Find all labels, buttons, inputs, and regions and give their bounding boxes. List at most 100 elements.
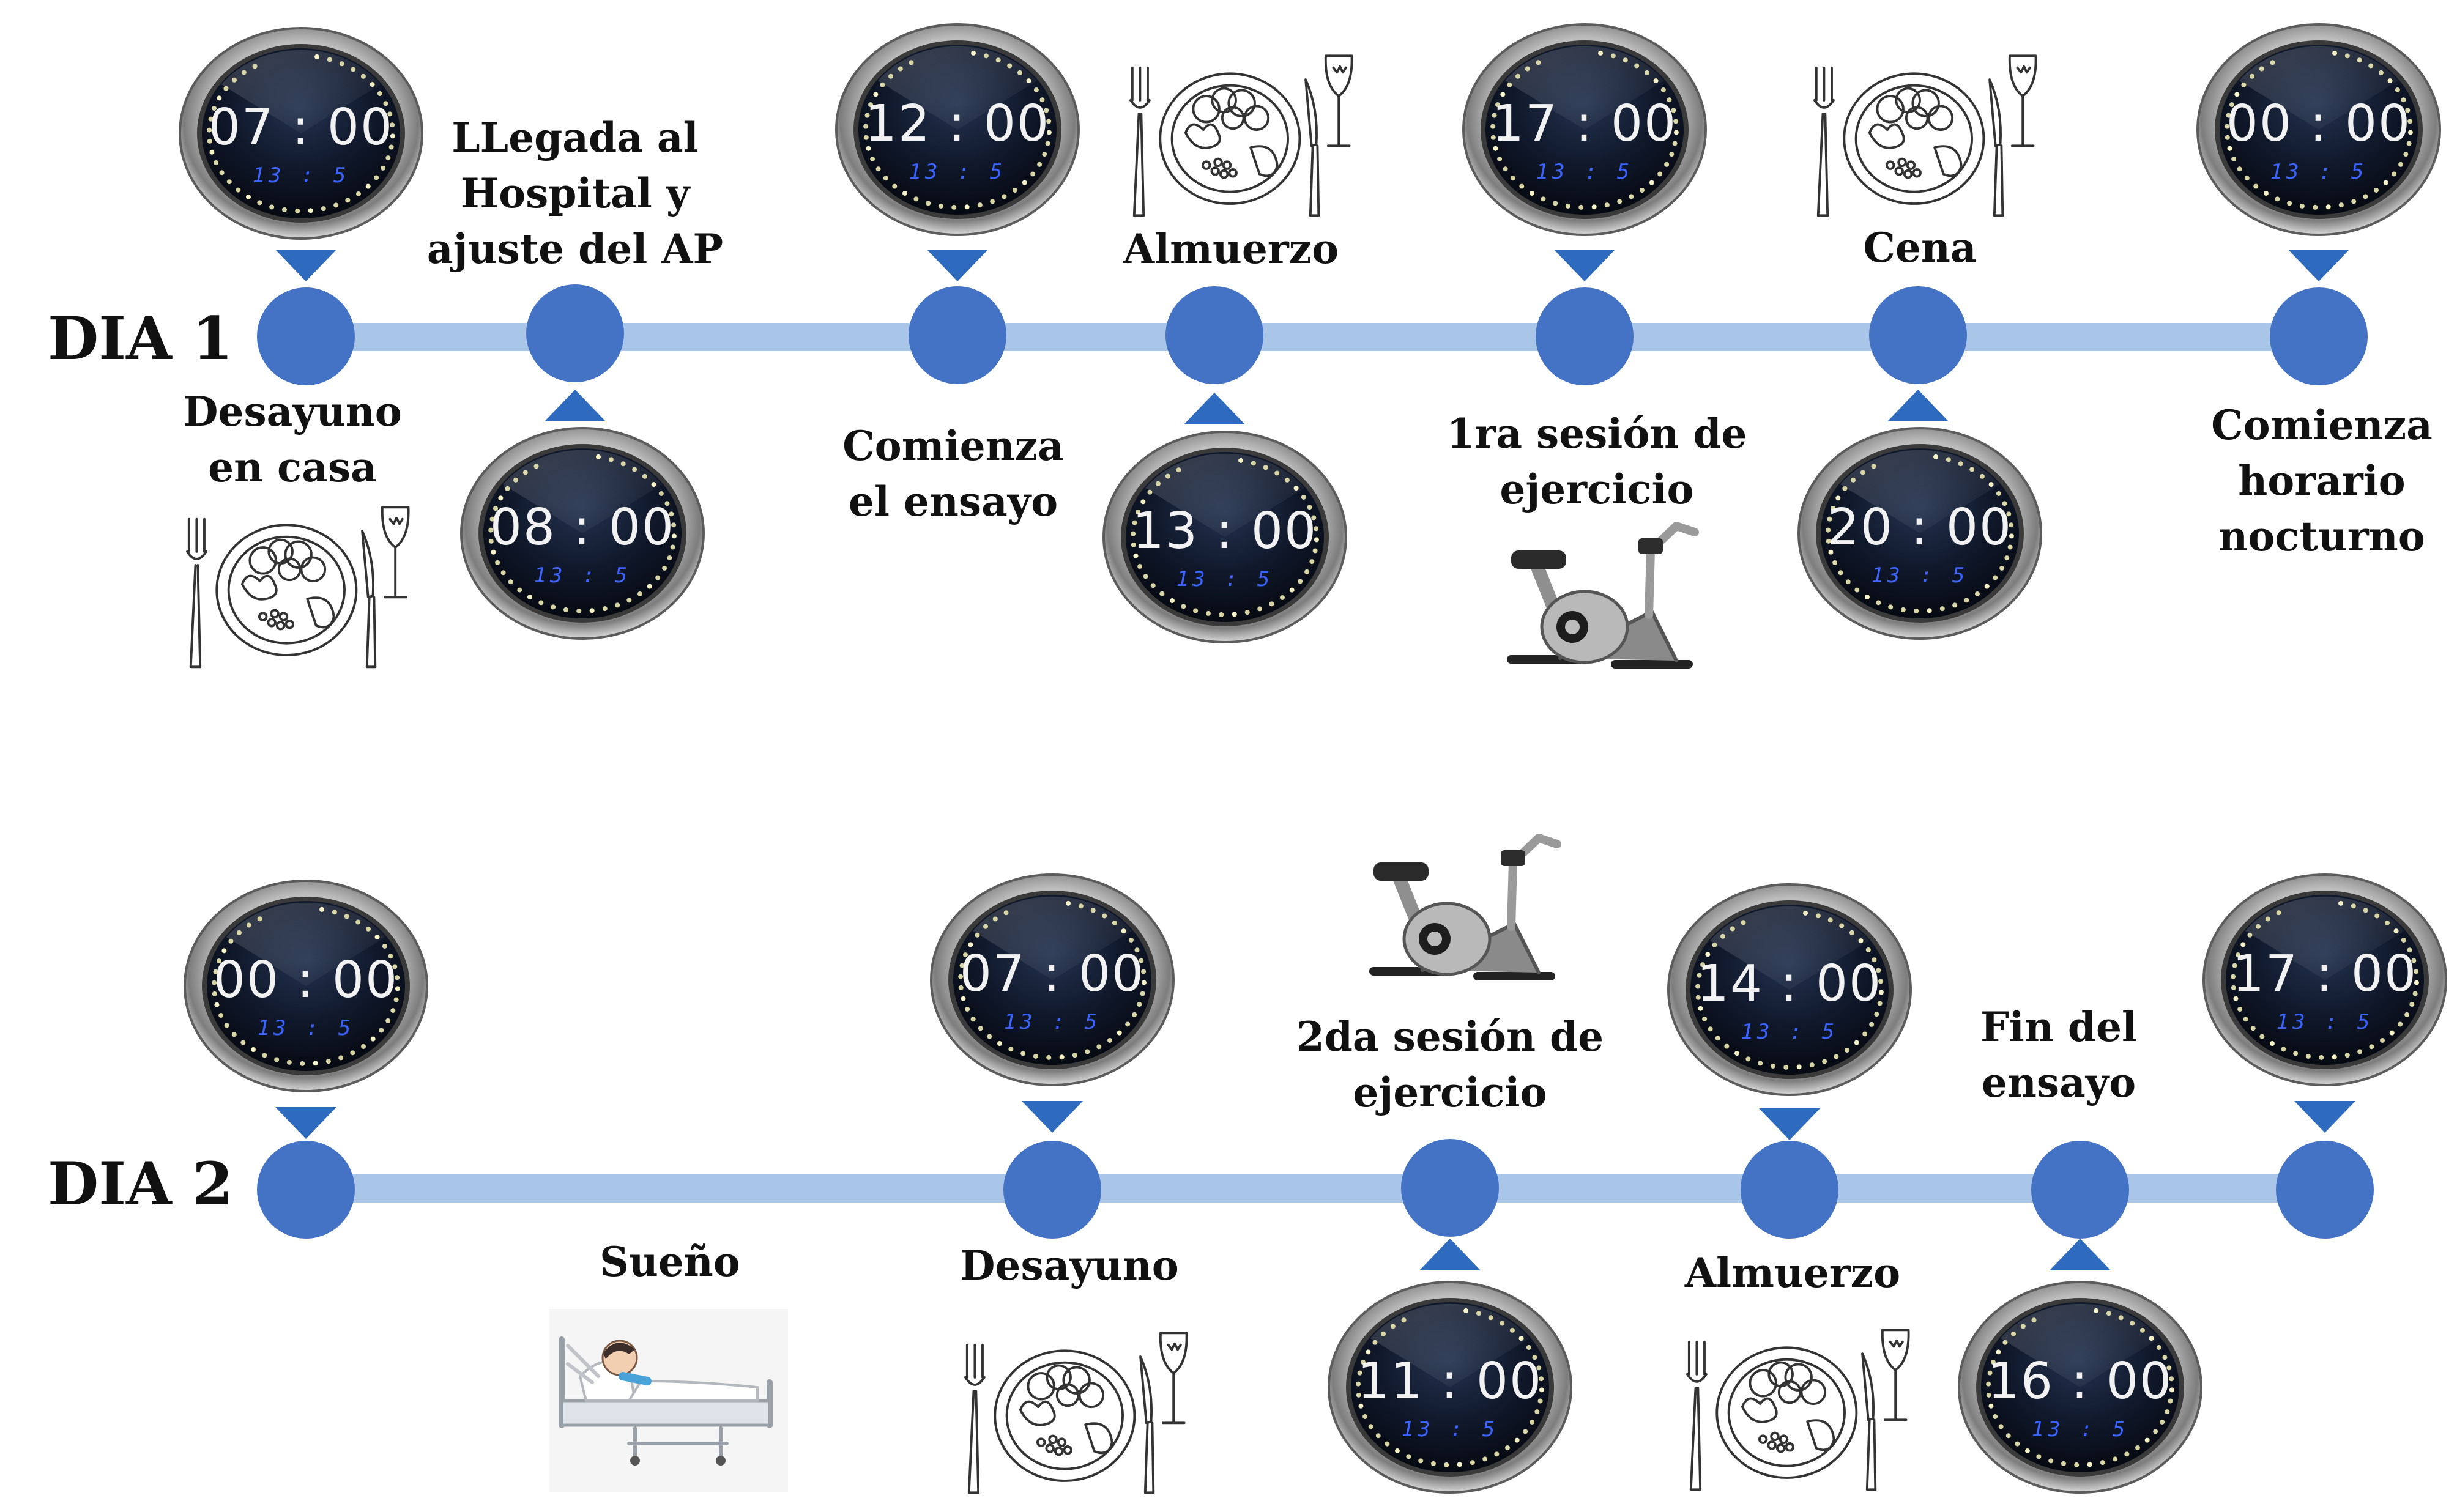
day-1-clock-1700: 17 : 00 13 : 5 <box>1462 23 1707 237</box>
day-2-clock-1400: 14 : 00 13 : 5 <box>1667 883 1912 1097</box>
arrow-up-icon <box>2050 1239 2111 1270</box>
clock-seconds: 13 : 5 <box>1176 567 1274 591</box>
arrow-up-icon <box>545 390 606 421</box>
arrow-down-icon <box>2288 250 2349 281</box>
clock-time: 20 : 00 <box>1827 498 2013 557</box>
arrow-down-icon <box>1554 250 1615 281</box>
caption-line: 2da sesión de <box>1296 1013 1604 1061</box>
caption-line: 1ra sesión de <box>1446 410 1747 458</box>
day-1-node-0700 <box>257 287 355 385</box>
day-1-timeline-bar <box>306 323 2365 351</box>
arrow-down-icon <box>1022 1101 1083 1133</box>
exercise-bike-day1 <box>1493 514 1701 673</box>
hospital-bed-sleep <box>549 1309 788 1492</box>
clock-time: 07 : 00 <box>208 98 394 157</box>
caption-line: Cena <box>1863 224 1977 272</box>
caption-llegada-hospital: LLegada al Hospital y ajuste del AP <box>427 110 723 277</box>
meal-desayuno-day2 <box>942 1321 1199 1499</box>
clock-time: 17 : 00 <box>1492 95 1678 153</box>
clock-icon <box>2196 23 2441 236</box>
day-2-node-1600 <box>2031 1141 2129 1239</box>
caption-line: ajuste del AP <box>426 225 724 273</box>
caption-line: Almuerzo <box>1123 225 1339 273</box>
day-2-clock-1600: 16 : 00 13 : 5 <box>1958 1280 2202 1494</box>
clock-icon <box>1958 1281 2202 1494</box>
caption-line: LLegada al <box>452 114 699 161</box>
clock-time: 07 : 00 <box>959 945 1145 1003</box>
caption-line: el ensayo <box>848 478 1058 526</box>
arrow-down-icon <box>275 1107 336 1139</box>
arrow-down-icon <box>927 250 988 281</box>
day-2-node-1100 <box>1401 1139 1499 1237</box>
exercise-bike-day2 <box>1355 826 1563 985</box>
day-1-clock-2000: 20 : 00 13 : 5 <box>1797 426 2042 640</box>
caption-2da-sesion: 2da sesión de ejercicio <box>1296 1009 1604 1121</box>
day-2-label: DIA 2 <box>48 1149 233 1218</box>
meal-almuerzo-day1 <box>1107 44 1364 221</box>
day-2-node-0700 <box>1003 1141 1101 1239</box>
arrow-up-icon <box>1887 390 1949 421</box>
clock-time: 12 : 00 <box>864 95 1050 153</box>
day-2-clock-1700: 17 : 00 13 : 5 <box>2202 873 2447 1087</box>
day-2-node-1400 <box>1741 1141 1838 1239</box>
meal-plate-icon <box>1686 1329 1910 1491</box>
clock-icon <box>930 873 1175 1086</box>
meal-desayuno-en-casa <box>164 495 421 673</box>
clock-time: 00 : 00 <box>2226 95 2412 153</box>
clock-icon <box>835 23 1080 236</box>
day-2-timeline-bar <box>306 1174 2371 1203</box>
day-2-node-1700 <box>2276 1141 2374 1239</box>
day-2-node-0000 <box>257 1141 355 1239</box>
caption-line: ensayo <box>1981 1059 2136 1107</box>
arrow-down-icon <box>2294 1101 2355 1133</box>
exercise-bike-icon <box>1369 834 1561 980</box>
clock-seconds: 13 : 5 <box>1003 1010 1101 1034</box>
day-1-clock-0700: 07 : 00 13 : 5 <box>179 26 423 240</box>
day-1-clock-1200: 12 : 00 13 : 5 <box>835 23 1080 237</box>
clock-seconds: 13 : 5 <box>2031 1417 2129 1442</box>
clock-time: 14 : 00 <box>1697 955 1883 1013</box>
clock-icon <box>1797 427 2042 640</box>
caption-line: nocturno <box>2218 513 2425 561</box>
caption-line: en casa <box>208 443 377 492</box>
meal-plate-icon <box>186 506 410 669</box>
day-1-clock-1300: 13 : 00 13 : 5 <box>1102 430 1347 644</box>
caption-almuerzo-day2: Almuerzo <box>1685 1245 1900 1301</box>
meal-almuerzo-day2 <box>1664 1318 1921 1495</box>
clock-time: 16 : 00 <box>1987 1352 2173 1410</box>
caption-sueno: Sueño <box>600 1234 740 1290</box>
clock-seconds: 13 : 5 <box>257 1016 355 1040</box>
clock-seconds: 13 : 5 <box>1536 160 1634 184</box>
caption-cena: Cena <box>1863 220 1976 276</box>
arrow-down-icon <box>1759 1108 1820 1140</box>
meal-plate-icon <box>1129 54 1353 217</box>
clock-time: 11 : 00 <box>1357 1352 1543 1410</box>
clock-seconds: 13 : 5 <box>1401 1417 1499 1442</box>
caption-desayuno-day2: Desayuno <box>960 1238 1179 1294</box>
day-1-node-1300 <box>1165 286 1263 384</box>
exercise-bike-icon <box>1507 522 1699 669</box>
arrow-down-icon <box>275 250 336 281</box>
clock-seconds: 13 : 5 <box>533 563 631 588</box>
caption-line: Comienza <box>2211 401 2433 449</box>
clock-icon <box>1462 23 1707 236</box>
clock-icon <box>179 27 423 240</box>
clock-seconds: 13 : 5 <box>2276 1010 2374 1034</box>
clock-seconds: 13 : 5 <box>1741 1020 1838 1044</box>
caption-line: Comienza <box>842 422 1064 470</box>
meal-plate-icon <box>964 1332 1188 1494</box>
day-1-node-1200 <box>909 286 1006 384</box>
day-2-clock-0000: 00 : 00 13 : 5 <box>184 879 428 1093</box>
caption-fin-ensayo: Fin del ensayo <box>1980 999 2137 1111</box>
caption-comienza-ensayo: Comienza el ensayo <box>842 418 1064 530</box>
day-1-clock-0000: 00 : 00 13 : 5 <box>2196 23 2441 237</box>
clock-icon <box>2202 873 2447 1086</box>
clock-icon <box>1102 431 1347 643</box>
clock-seconds: 13 : 5 <box>1871 563 1969 588</box>
day-1-node-0000 <box>2270 287 2368 385</box>
clock-time: 13 : 00 <box>1132 502 1318 560</box>
caption-comienza-horario-nocturno: Comienza horario nocturno <box>2211 398 2433 565</box>
clock-seconds: 13 : 5 <box>252 163 350 188</box>
caption-1ra-sesion: 1ra sesión de ejercicio <box>1447 406 1747 517</box>
arrow-up-icon <box>1419 1239 1481 1270</box>
